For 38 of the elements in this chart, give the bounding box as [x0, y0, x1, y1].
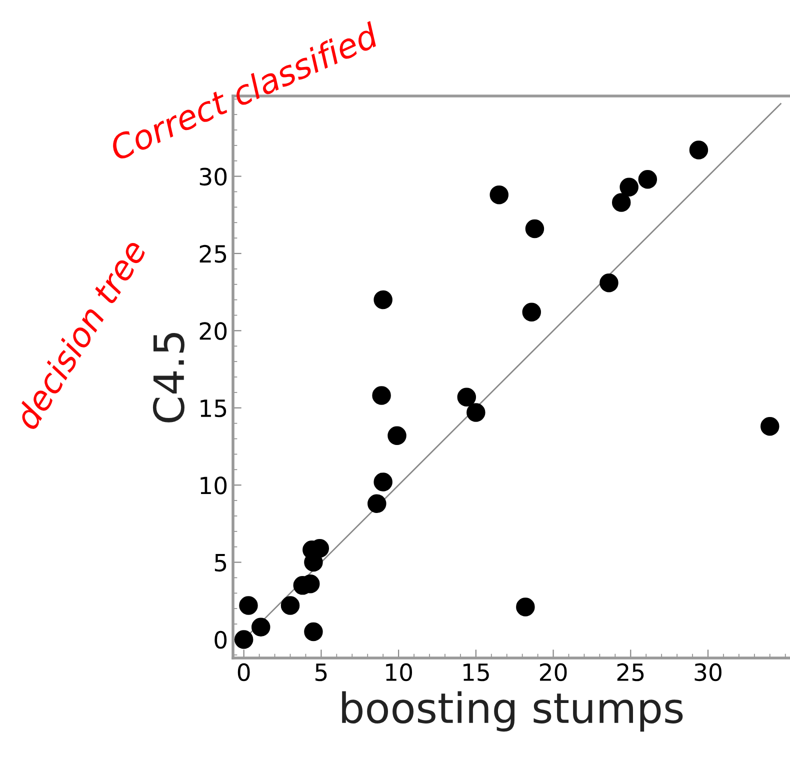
- point: [689, 140, 708, 160]
- x-axis-title: boosting stumps: [342, 691, 683, 732]
- point: [280, 596, 300, 615]
- y-tick-label: 15: [200, 400, 226, 418]
- x-tick-label: 20: [540, 663, 567, 682]
- point: [522, 302, 541, 322]
- point: [490, 185, 508, 204]
- x-tick-label: 25: [617, 663, 644, 682]
- point: [620, 178, 638, 196]
- y-tick-label: 0: [214, 630, 227, 649]
- point: [251, 618, 270, 636]
- y-tick-label: 5: [214, 554, 226, 572]
- point: [600, 273, 618, 292]
- point: [374, 290, 392, 310]
- x-tick-label: 10: [386, 663, 412, 682]
- point: [466, 403, 486, 422]
- y-tick-label: 10: [200, 476, 227, 494]
- y-tick-label: 20: [200, 322, 227, 340]
- point: [388, 426, 406, 446]
- point: [457, 388, 476, 406]
- point: [760, 417, 780, 436]
- point: [525, 219, 544, 238]
- x-tick-label: 0: [238, 663, 250, 682]
- y-axis-title: C4.5: [152, 332, 184, 422]
- x-tick-label: 15: [463, 664, 489, 682]
- point: [612, 193, 631, 212]
- point: [516, 598, 535, 616]
- y-tick-label: 25: [200, 244, 226, 263]
- point: [239, 596, 258, 615]
- point: [368, 494, 386, 513]
- x-tick-label: 30: [694, 663, 722, 682]
- point: [372, 386, 391, 405]
- point: [374, 472, 392, 492]
- point: [234, 630, 254, 649]
- point: [304, 622, 323, 642]
- x-tick-label: 5: [316, 664, 327, 682]
- y-tick-label: 30: [200, 168, 227, 186]
- point: [638, 170, 658, 189]
